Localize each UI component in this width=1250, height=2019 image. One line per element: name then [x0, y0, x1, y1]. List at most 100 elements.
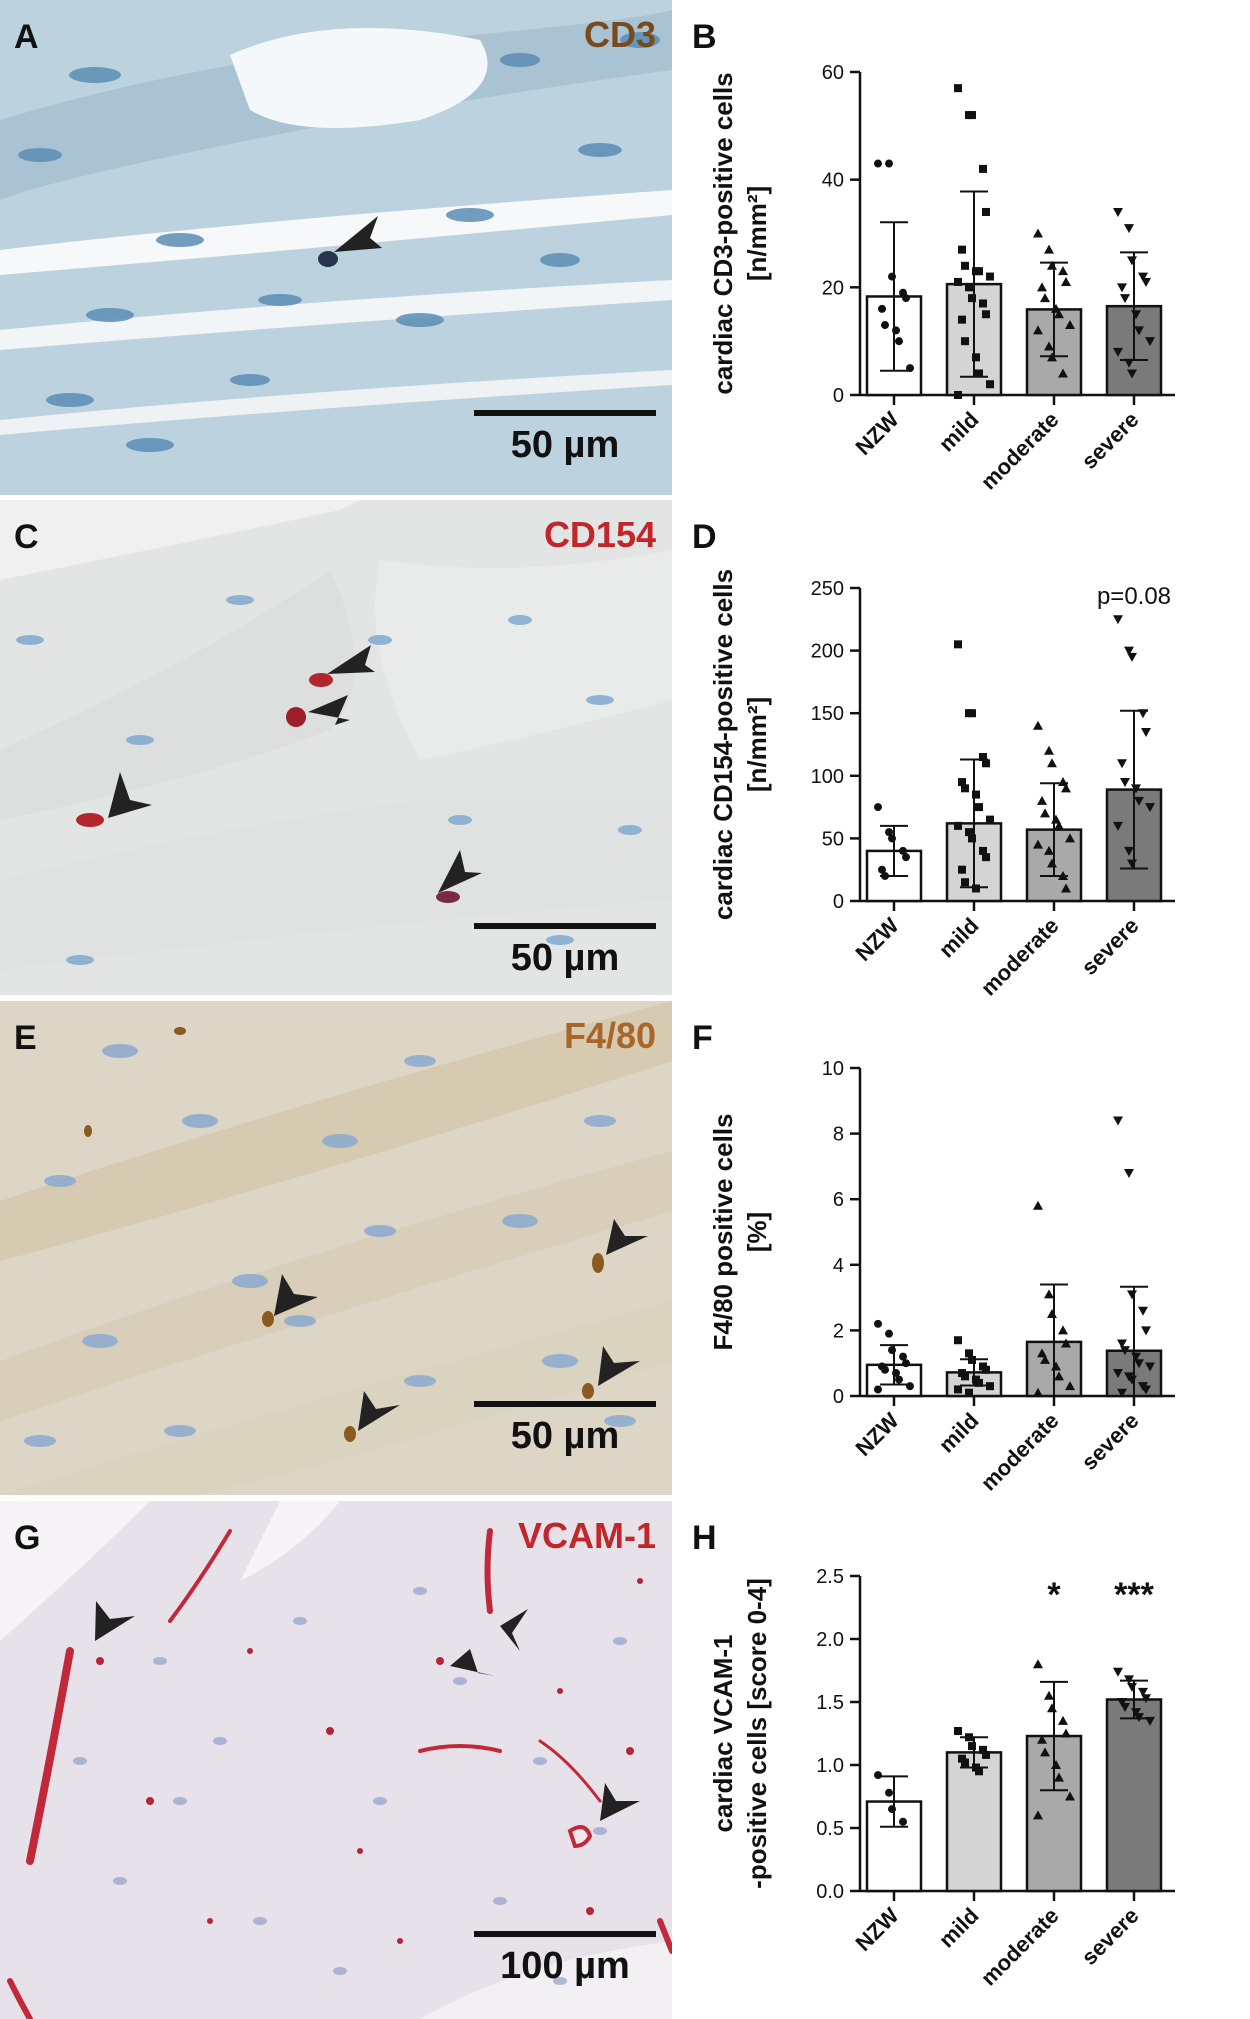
data-point — [1047, 1309, 1057, 1318]
y-axis-label-line: -positive cells [score 0-4] — [742, 1578, 772, 1889]
data-point — [972, 353, 980, 362]
data-point — [1117, 759, 1127, 769]
data-point — [1040, 808, 1050, 818]
data-point — [1065, 833, 1075, 843]
data-point — [1117, 1388, 1127, 1398]
y-tick-label: 4 — [833, 1255, 844, 1277]
data-point — [1058, 266, 1068, 276]
data-point — [885, 159, 893, 168]
data-point — [1124, 1168, 1134, 1178]
data-point — [968, 294, 976, 303]
data-point — [979, 164, 987, 173]
data-point — [975, 1378, 983, 1387]
scale-bar-line — [474, 1931, 656, 1937]
data-point — [979, 299, 987, 308]
y-axis-label-line: cardiac CD3-positive cells — [708, 72, 738, 394]
scale-bar-line — [474, 923, 656, 929]
data-point — [899, 1352, 907, 1361]
micrograph-e: E F4/80 50 µm — [0, 1001, 672, 1495]
y-tick-label: 0 — [833, 385, 844, 407]
data-point — [1141, 727, 1151, 737]
data-point — [1065, 1791, 1075, 1801]
data-point — [986, 1382, 994, 1391]
data-point — [1124, 846, 1134, 856]
data-point — [1120, 1346, 1130, 1356]
y-tick-label: 200 — [811, 641, 844, 663]
stain-label-f480: F4/80 — [563, 1015, 656, 1056]
data-point — [878, 865, 886, 874]
data-point — [899, 1817, 907, 1826]
stain-label-cd154: CD154 — [543, 514, 656, 555]
data-point — [968, 1355, 976, 1364]
data-point — [954, 1385, 962, 1394]
y-axis-label: cardiac VCAM-1 -positive cells [score 0-4… — [708, 1578, 772, 1889]
data-point — [1117, 283, 1127, 293]
data-point — [1033, 1200, 1043, 1210]
data-point — [1044, 1690, 1054, 1700]
y-tick-label: 0 — [833, 891, 844, 913]
data-point — [1127, 256, 1137, 266]
micrograph-c: C CD154 50 µm — [0, 500, 672, 995]
y-tick-label: 0.0 — [816, 1881, 844, 1903]
data-point — [961, 784, 969, 793]
data-point — [1040, 293, 1050, 303]
data-point — [888, 272, 896, 281]
data-point — [1040, 1354, 1050, 1364]
data-point — [1044, 745, 1054, 755]
data-point — [1117, 1339, 1127, 1349]
data-point — [1054, 1772, 1064, 1782]
data-point — [1047, 260, 1057, 270]
scale-bar-line — [474, 1401, 656, 1407]
y-tick-label: 20 — [822, 277, 844, 299]
significance-label: p=0.08 — [1097, 583, 1171, 610]
data-point — [1131, 1352, 1141, 1362]
data-point — [982, 310, 990, 319]
x-tick-label: moderate — [976, 407, 1064, 495]
data-point — [1033, 839, 1043, 849]
data-point — [965, 828, 973, 837]
data-point — [899, 846, 907, 855]
data-point — [881, 1365, 889, 1374]
panel-label-e: E — [14, 1019, 37, 1057]
y-tick-label: 2.0 — [816, 1629, 844, 1651]
scale-bar: 50 µm — [474, 410, 656, 467]
data-point — [1033, 1659, 1043, 1669]
y-tick-label: 50 — [822, 828, 844, 850]
data-point — [954, 84, 962, 93]
data-point — [986, 380, 994, 389]
data-point — [906, 364, 914, 373]
data-point — [1141, 1385, 1151, 1395]
data-point — [1141, 277, 1151, 287]
data-point — [902, 1359, 910, 1368]
micrograph-a: A CD3 50 µm — [0, 0, 672, 495]
data-point — [888, 1346, 896, 1355]
data-point — [881, 321, 889, 330]
data-point — [1131, 1708, 1141, 1718]
data-point — [878, 304, 886, 313]
data-point — [1054, 309, 1064, 319]
data-point — [1061, 1338, 1071, 1348]
x-tick-label: moderate — [976, 1903, 1064, 1991]
data-point — [1113, 615, 1123, 625]
stain-label-cd3: CD3 — [583, 14, 656, 55]
data-point — [1113, 1116, 1123, 1126]
x-tick-label: severe — [1077, 407, 1144, 474]
data-point — [982, 853, 990, 862]
data-point — [1058, 368, 1068, 378]
data-point — [1040, 1747, 1050, 1757]
data-point — [1127, 1290, 1137, 1300]
data-point — [1037, 795, 1047, 805]
data-point — [892, 1369, 900, 1378]
data-point — [1117, 1698, 1127, 1707]
data-point — [881, 871, 889, 880]
data-point — [979, 753, 987, 762]
data-point — [1127, 1682, 1137, 1692]
micrograph-g: G VCAM-1 100 µm — [0, 1501, 672, 2019]
data-point — [1058, 777, 1068, 787]
panel-label-b: B — [692, 18, 717, 56]
